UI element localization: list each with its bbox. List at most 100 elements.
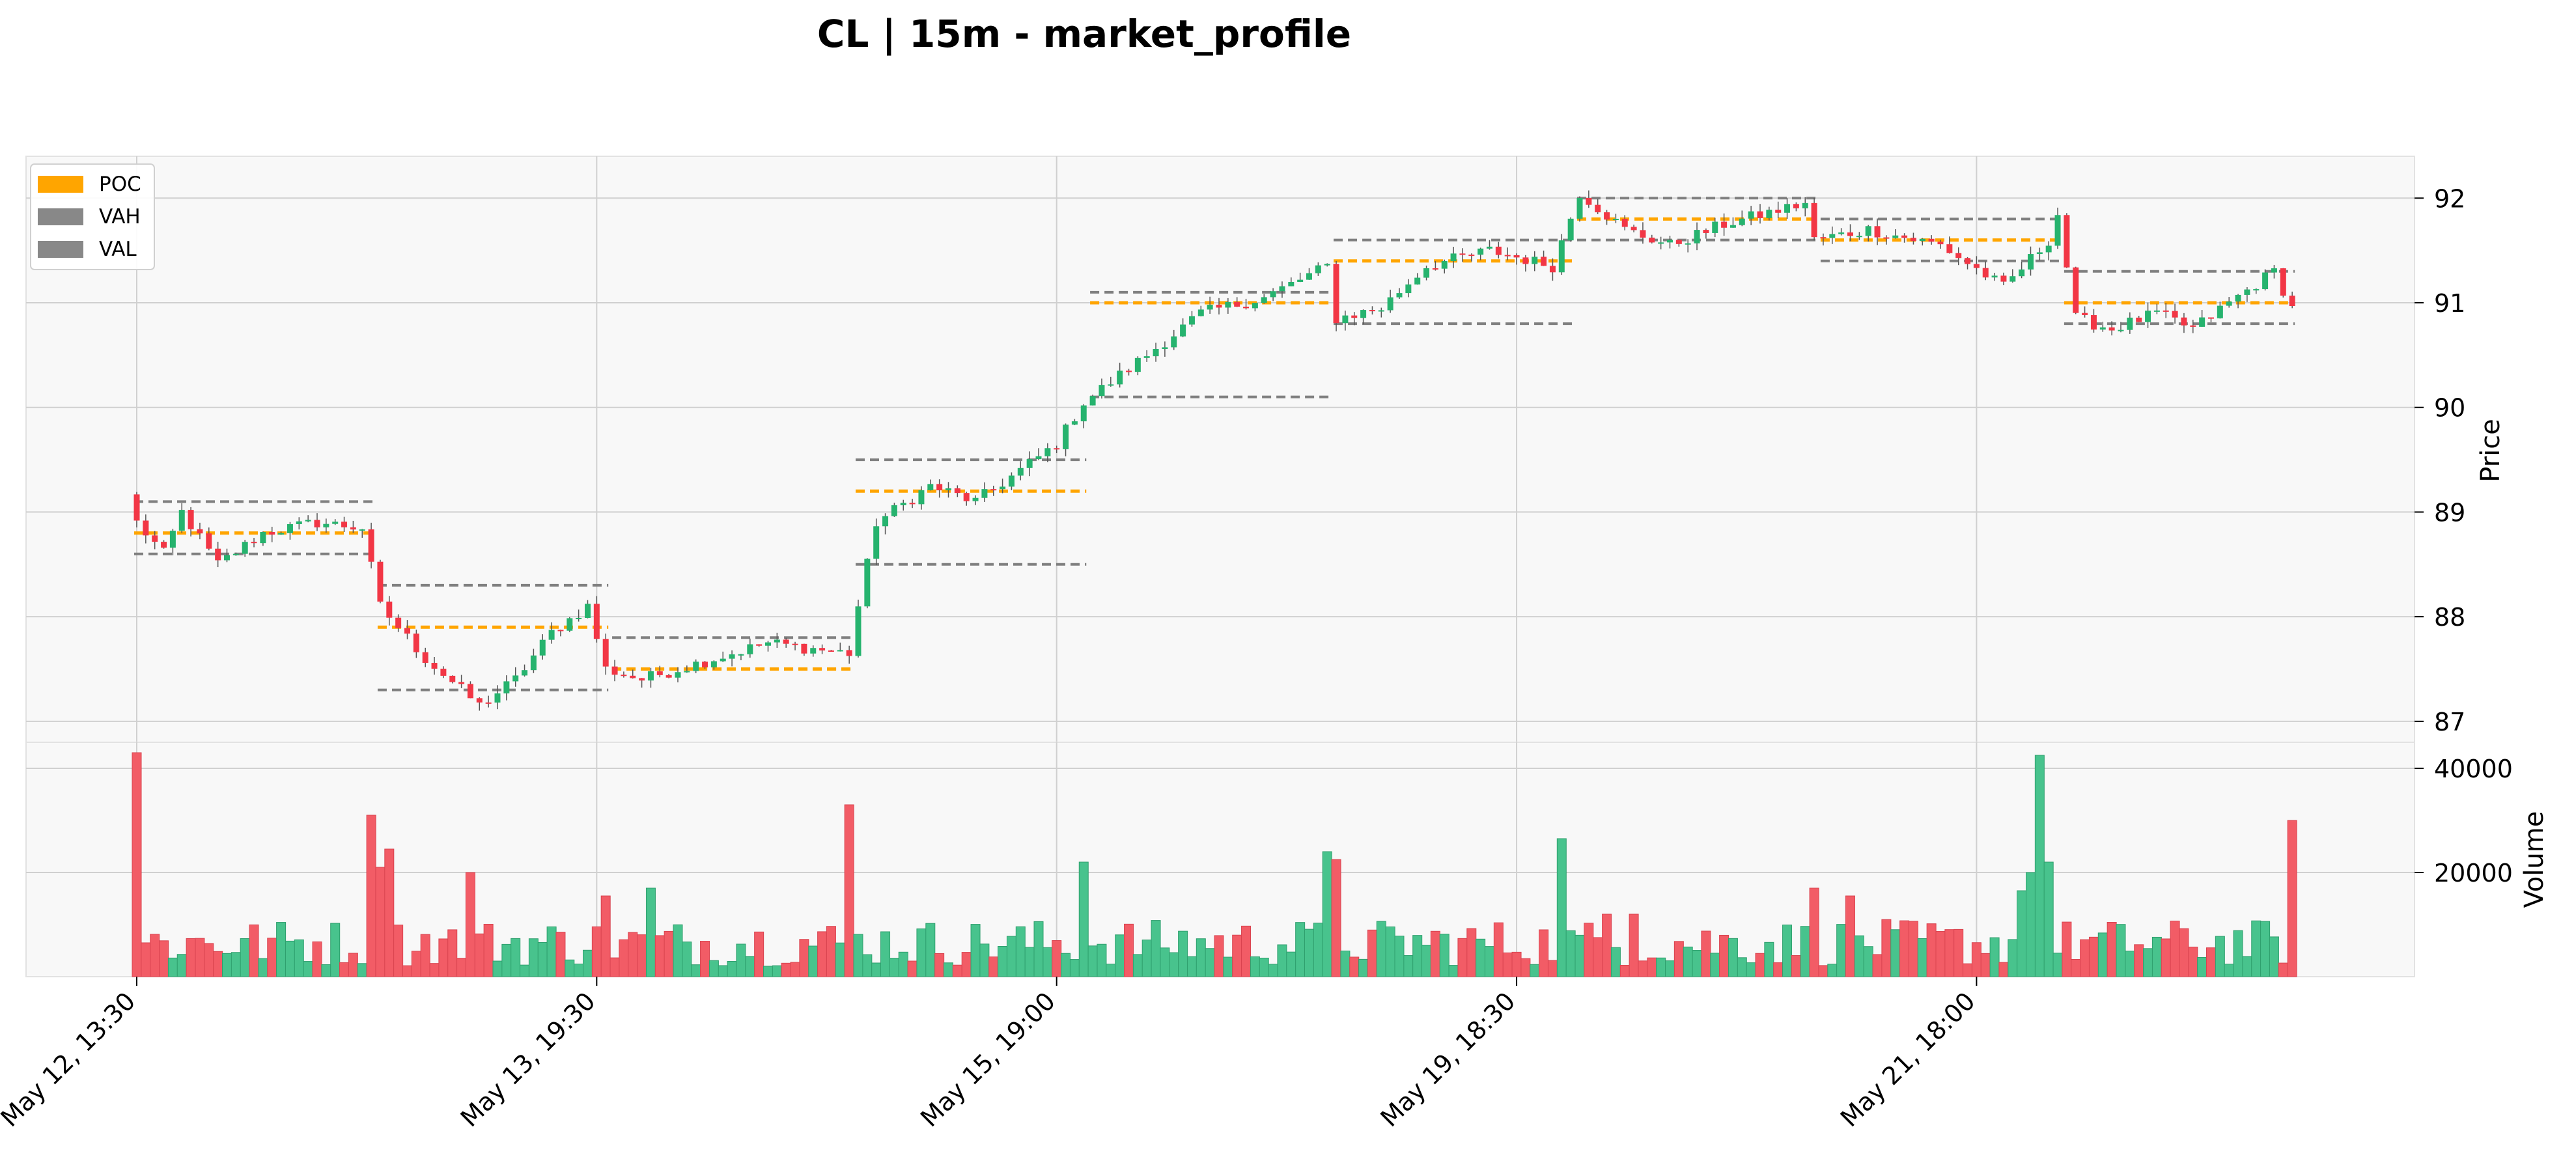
volume-bar — [1593, 937, 1603, 977]
candle-down — [431, 663, 438, 669]
volume-bar — [1547, 960, 1558, 977]
candle-up — [1071, 421, 1078, 425]
volume-bar — [609, 957, 620, 977]
volume-bar — [321, 964, 331, 977]
volume-bar — [934, 953, 945, 977]
candle-down — [557, 630, 564, 632]
volume-bar — [555, 932, 566, 977]
volume-bar — [2125, 951, 2135, 977]
candle-down — [1937, 242, 1944, 245]
volume-bar — [1186, 956, 1197, 977]
candle-up — [548, 630, 555, 640]
candle-up — [855, 606, 861, 656]
volume-bar — [240, 938, 250, 977]
candle-up — [1225, 301, 1231, 308]
candle-up — [1207, 305, 1213, 310]
candle-up — [1261, 297, 1267, 303]
candle-up — [1712, 221, 1718, 233]
candle-up — [1532, 257, 1538, 264]
volume-bar — [952, 964, 962, 977]
volume-bar — [231, 952, 241, 977]
candle-down — [828, 650, 834, 652]
volume-bar — [565, 959, 575, 977]
candle-up — [287, 523, 293, 533]
candle-up — [1297, 279, 1304, 282]
candle-up — [1099, 385, 1105, 397]
candle-down — [1910, 238, 1916, 242]
volume-bar — [619, 939, 629, 977]
price-tick-label: 90 — [2434, 394, 2465, 423]
candle-up — [1612, 219, 1619, 221]
candle-down — [1793, 204, 1799, 208]
legend-swatch-vah — [38, 208, 83, 225]
volume-bar — [817, 931, 828, 977]
candle-up — [945, 488, 951, 491]
candle-down — [639, 678, 645, 681]
volume-bar — [1421, 945, 1432, 977]
volume-bar — [898, 951, 908, 977]
candle-down — [1513, 255, 1520, 258]
volume-bar — [2215, 936, 2225, 977]
volume-bar — [2107, 921, 2117, 977]
volume-bar — [1989, 937, 2000, 977]
volume-bar — [176, 954, 187, 977]
volume-bar — [1403, 955, 1414, 977]
candle-up — [1784, 204, 1791, 213]
volume-bar — [2278, 962, 2288, 977]
volume-axis-label: Volume — [2519, 811, 2549, 908]
volume-bar — [1015, 926, 1026, 977]
volume-bar — [1530, 964, 1540, 977]
volume-panel: 40000 20000 Volume — [25, 742, 2549, 977]
candle-up — [2153, 310, 2160, 312]
volume-bar — [1610, 947, 1621, 977]
candle-up — [1017, 467, 1024, 476]
volume-bar — [195, 938, 205, 977]
candle-up — [900, 503, 906, 505]
candle-down — [1847, 232, 1853, 236]
candle-up — [1991, 275, 1998, 278]
volume-bar — [2062, 921, 2072, 977]
volume-bar — [1106, 964, 1116, 977]
volume-bar — [1087, 945, 1098, 977]
volume-bar — [501, 943, 512, 977]
candle-up — [494, 693, 501, 703]
volume-bar — [1052, 940, 1062, 977]
candle-down — [2208, 317, 2214, 319]
volume-bar — [511, 938, 521, 977]
volume-bar — [492, 960, 503, 977]
volume-bar — [808, 945, 819, 977]
volume-bar — [781, 962, 791, 977]
candle-down — [1631, 227, 1637, 230]
candle-down — [2090, 314, 2097, 330]
candle-down — [1883, 237, 1890, 239]
candle-down — [702, 662, 708, 667]
candle-up — [882, 516, 889, 527]
volume-bar — [1511, 951, 1522, 977]
candle-down — [1820, 237, 1827, 239]
candle-up — [1477, 248, 1484, 255]
candle-up — [1188, 316, 1195, 325]
volume-bar — [1665, 960, 1675, 977]
candle-down — [386, 601, 393, 618]
volume-bar — [1539, 929, 1549, 977]
candle-up — [1171, 336, 1177, 348]
volume-bar — [276, 922, 287, 977]
candle-down — [133, 494, 140, 521]
price-panel-background — [25, 156, 2415, 743]
candle-down — [783, 639, 789, 644]
candle-up — [567, 618, 573, 631]
volume-bar — [998, 946, 1008, 977]
volume-bar — [1457, 938, 1468, 977]
candle-up — [1405, 284, 1412, 294]
candle-up — [1802, 202, 1808, 208]
candle-up — [2118, 329, 2124, 331]
candle-up — [1396, 293, 1403, 298]
candle-up — [1035, 456, 1042, 460]
candle-down — [1126, 370, 1132, 372]
price-tick-label: 91 — [2434, 289, 2465, 318]
candle-up — [224, 555, 230, 561]
volume-bar — [420, 934, 430, 977]
volume-bar — [583, 949, 593, 977]
volume-bar — [393, 925, 404, 977]
volume-bar — [1061, 953, 1071, 977]
